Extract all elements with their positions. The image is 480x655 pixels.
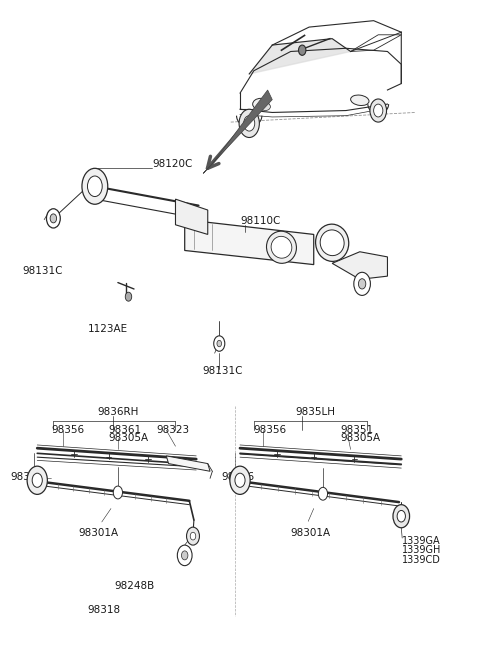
Circle shape	[230, 466, 250, 495]
Circle shape	[50, 214, 57, 223]
Circle shape	[28, 470, 39, 485]
Circle shape	[187, 527, 200, 545]
Ellipse shape	[266, 231, 297, 263]
Circle shape	[397, 510, 406, 522]
Circle shape	[82, 168, 108, 204]
Text: 1123AE: 1123AE	[88, 324, 128, 335]
Text: 98305A: 98305A	[340, 433, 381, 443]
Circle shape	[125, 292, 132, 301]
Polygon shape	[176, 199, 208, 234]
Circle shape	[87, 176, 102, 196]
Ellipse shape	[320, 230, 344, 255]
Text: 1339GA: 1339GA	[402, 536, 441, 546]
Circle shape	[370, 99, 386, 122]
Text: 98356: 98356	[51, 425, 84, 435]
Circle shape	[318, 487, 327, 500]
Circle shape	[181, 551, 188, 560]
Circle shape	[244, 116, 255, 131]
Text: 9835LH: 9835LH	[295, 407, 336, 417]
Circle shape	[190, 533, 196, 540]
Polygon shape	[249, 39, 350, 74]
Text: 98131C: 98131C	[23, 266, 63, 276]
Circle shape	[177, 545, 192, 566]
Circle shape	[393, 504, 409, 528]
Polygon shape	[332, 252, 387, 279]
Circle shape	[299, 45, 306, 55]
Circle shape	[32, 473, 42, 487]
Text: 98248B: 98248B	[114, 580, 155, 591]
Ellipse shape	[315, 224, 349, 261]
Polygon shape	[166, 456, 210, 472]
Text: 98351: 98351	[340, 425, 373, 435]
Circle shape	[233, 474, 238, 481]
Text: 98305A: 98305A	[108, 433, 149, 443]
Circle shape	[113, 486, 122, 499]
Ellipse shape	[271, 236, 292, 258]
Polygon shape	[203, 90, 272, 174]
Circle shape	[235, 473, 245, 487]
Polygon shape	[185, 219, 314, 265]
Circle shape	[354, 272, 371, 295]
Circle shape	[27, 466, 48, 495]
Text: 9836RH: 9836RH	[97, 407, 139, 417]
Text: 98318: 98318	[87, 605, 120, 615]
Circle shape	[359, 279, 366, 289]
Text: 98361: 98361	[108, 425, 142, 435]
Circle shape	[47, 209, 60, 228]
Circle shape	[217, 341, 222, 346]
Circle shape	[373, 104, 383, 117]
Text: 98131C: 98131C	[202, 366, 243, 376]
Text: 98120C: 98120C	[153, 159, 193, 170]
Text: 1339GH: 1339GH	[402, 545, 442, 555]
Text: 1339CD: 1339CD	[402, 555, 441, 565]
Ellipse shape	[252, 98, 269, 110]
Ellipse shape	[350, 95, 369, 105]
Ellipse shape	[260, 103, 270, 111]
Text: 98356: 98356	[222, 472, 255, 482]
Circle shape	[31, 474, 36, 481]
Text: 98356: 98356	[11, 472, 44, 482]
Text: 98301A: 98301A	[291, 528, 331, 538]
Text: 98110C: 98110C	[240, 216, 280, 226]
Text: 98356: 98356	[254, 425, 287, 435]
Circle shape	[230, 470, 241, 485]
Circle shape	[239, 109, 259, 138]
Text: 98301A: 98301A	[79, 528, 119, 538]
Circle shape	[214, 336, 225, 351]
Text: 98323: 98323	[156, 425, 189, 435]
